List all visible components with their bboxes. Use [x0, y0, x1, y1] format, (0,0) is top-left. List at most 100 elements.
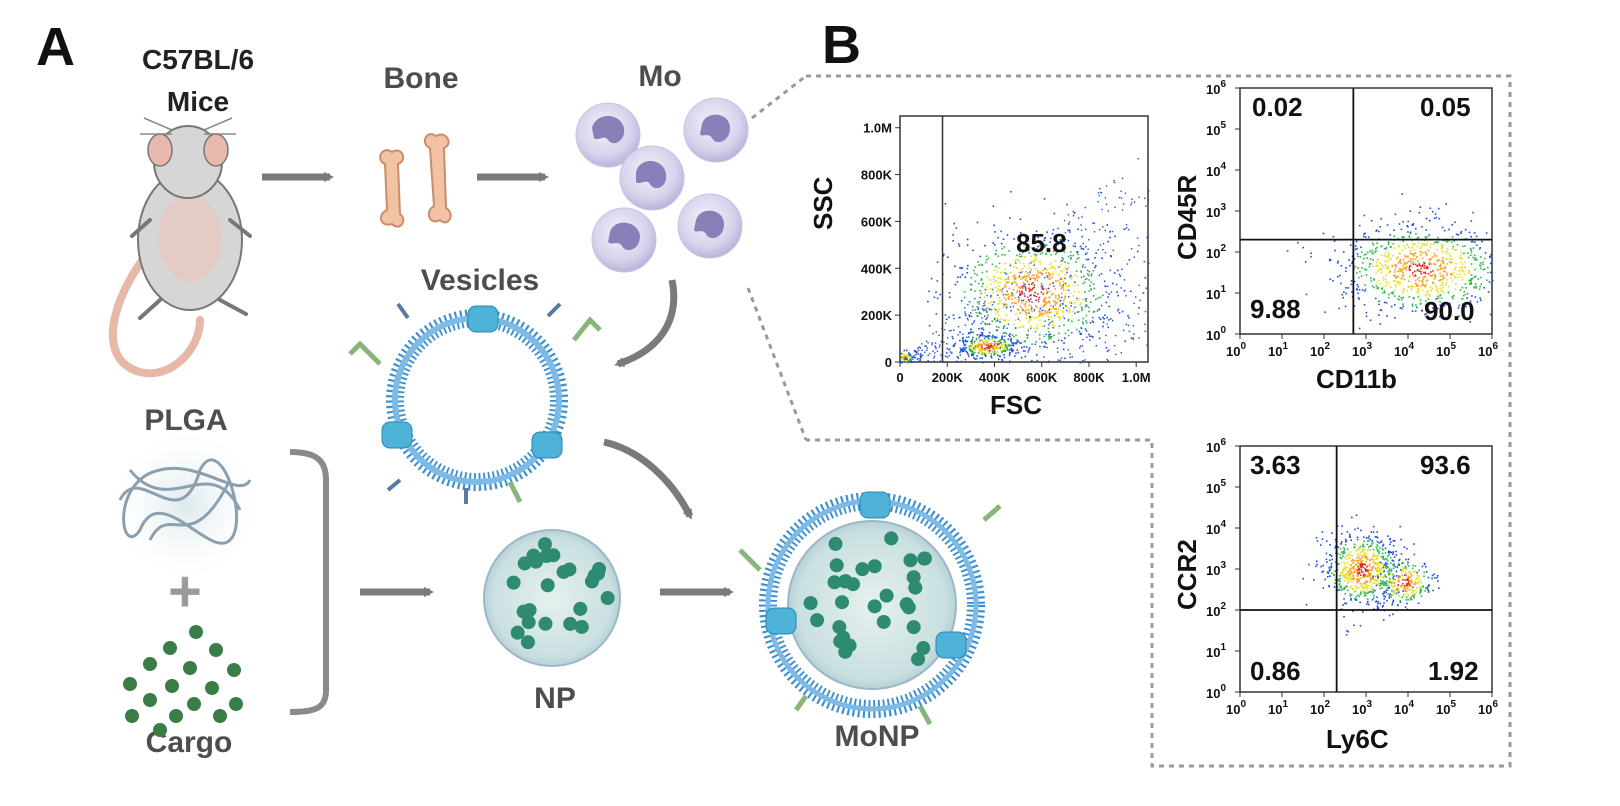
event-point [989, 345, 992, 348]
event-point [1439, 315, 1441, 318]
event-point [1067, 223, 1070, 225]
event-point [1123, 279, 1126, 281]
event-point [1401, 235, 1404, 238]
event-point [1417, 296, 1420, 298]
event-point [912, 358, 914, 360]
event-point [943, 253, 945, 256]
event-point [1015, 262, 1017, 264]
event-point [1076, 311, 1079, 314]
event-point [1061, 296, 1063, 299]
event-point [1049, 241, 1052, 243]
event-point [925, 345, 927, 347]
event-point [1001, 337, 1003, 340]
event-point [933, 357, 935, 359]
event-point [1032, 281, 1034, 284]
event-point [1028, 274, 1030, 276]
event-point [1353, 576, 1355, 579]
event-point [1081, 266, 1084, 268]
event-point [1380, 269, 1383, 272]
event-point [1468, 272, 1470, 275]
event-point [1040, 243, 1043, 245]
event-point [1377, 576, 1379, 579]
event-point [1385, 260, 1388, 263]
event-point [1093, 222, 1096, 224]
np-label: NP [534, 682, 576, 715]
event-point [1003, 325, 1005, 328]
event-point [952, 337, 954, 340]
event-point [1480, 256, 1482, 258]
event-point [1025, 308, 1028, 311]
event-point [917, 349, 920, 352]
event-point [1020, 255, 1023, 258]
event-point [1470, 220, 1473, 222]
event-point [1448, 260, 1451, 263]
event-point [1417, 581, 1420, 583]
event-point [1419, 592, 1421, 594]
event-point [1389, 569, 1391, 572]
event-point [967, 319, 969, 321]
event-point [1478, 248, 1481, 250]
event-point [1422, 271, 1425, 274]
event-point [1480, 299, 1482, 302]
event-point [1417, 236, 1420, 239]
event-point [960, 267, 963, 270]
event-point [1018, 290, 1021, 292]
event-point [1086, 269, 1089, 272]
event-point [928, 324, 931, 327]
event-point [1438, 265, 1441, 267]
event-point [1340, 264, 1343, 267]
event-point [1376, 548, 1379, 550]
event-point [954, 342, 956, 345]
event-point [971, 341, 974, 344]
event-point [1418, 569, 1421, 572]
x-tick-label: 104 [1394, 699, 1414, 717]
event-point [1079, 345, 1082, 347]
event-point [980, 334, 982, 337]
event-point [1356, 247, 1358, 250]
event-point [1024, 283, 1026, 286]
event-point [1042, 269, 1045, 272]
event-point [1459, 256, 1462, 258]
event-point [1409, 257, 1412, 260]
event-point [1393, 584, 1396, 587]
event-point [1439, 267, 1442, 270]
event-point [1360, 566, 1363, 569]
event-point [1027, 249, 1030, 252]
event-point [1046, 310, 1049, 313]
event-point [1344, 574, 1347, 577]
event-point [1027, 351, 1029, 353]
event-point [1098, 308, 1101, 311]
event-point [1079, 332, 1081, 334]
event-point [924, 361, 926, 363]
event-point [1381, 606, 1384, 608]
event-point [982, 348, 984, 350]
event-point [1114, 235, 1116, 238]
event-point [1338, 563, 1340, 565]
event-point [1063, 219, 1066, 222]
event-point [1089, 339, 1091, 341]
event-point [1051, 320, 1053, 323]
event-point [1407, 285, 1409, 288]
event-point [1329, 544, 1331, 546]
event-point [1466, 292, 1469, 295]
event-point [1035, 254, 1038, 256]
event-point [1031, 343, 1033, 345]
event-point [1369, 572, 1371, 575]
event-point [994, 341, 996, 343]
event-point [1020, 307, 1023, 309]
event-point [1046, 290, 1049, 293]
y-tick-label: 0 [885, 355, 892, 370]
event-point [1402, 562, 1404, 564]
cargo-dot [189, 625, 203, 639]
event-point [1358, 549, 1360, 551]
event-point [1340, 542, 1342, 545]
event-point [1107, 210, 1110, 212]
event-point [1364, 232, 1366, 235]
event-point [981, 361, 984, 364]
event-point [1046, 275, 1048, 277]
event-point [1402, 274, 1405, 277]
event-point [1343, 574, 1345, 577]
event-point [1384, 552, 1387, 554]
event-point [1425, 254, 1428, 256]
event-point [1351, 578, 1354, 581]
